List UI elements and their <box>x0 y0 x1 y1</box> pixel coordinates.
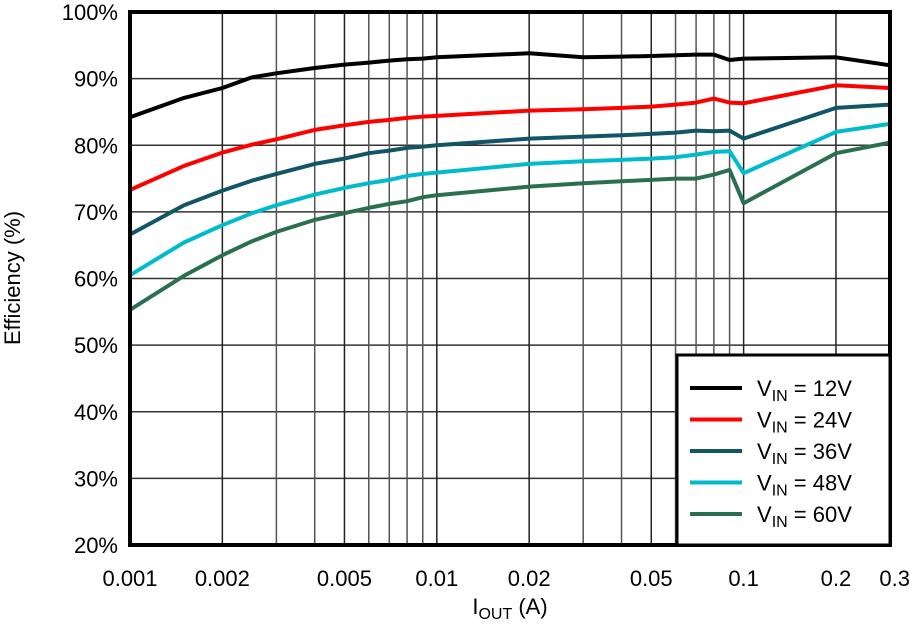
y-tick-label: 60% <box>74 267 118 292</box>
y-tick-labels: 20% 30% 40% 50% 60% 70% 80% 90% 100% <box>62 0 118 558</box>
x-tick-label: 0.3 <box>879 566 910 591</box>
series-lines <box>128 51 891 312</box>
x-tick-label: 0.001 <box>102 566 157 591</box>
legend-label: VIN = 48V <box>757 471 852 500</box>
x-tick-label: 0.002 <box>195 566 250 591</box>
x-tick-label: 0.1 <box>728 566 759 591</box>
series-line-3 <box>129 102 891 237</box>
series-line-4 <box>128 121 891 277</box>
x-tick-label: 0.005 <box>317 566 372 591</box>
legend-label: VIN = 12V <box>757 376 852 405</box>
plot-frame <box>128 10 892 547</box>
y-tick-label: 70% <box>74 200 118 225</box>
y-tick-label: 20% <box>74 533 118 558</box>
legend-label: VIN = 24V <box>757 408 852 437</box>
series-line-1 <box>129 51 891 120</box>
series-line-2 <box>129 83 891 192</box>
x-tick-label: 0.01 <box>415 566 458 591</box>
y-tick-label: 40% <box>74 400 118 425</box>
y-tick-label: 90% <box>74 67 118 92</box>
y-axis-label: Efficiency (%) <box>0 211 25 345</box>
y-tick-label: 50% <box>74 333 118 358</box>
x-tick-label: 0.05 <box>630 566 673 591</box>
x-axis-label: IOUT (A) <box>472 594 547 623</box>
legend-label: VIN = 36V <box>757 439 852 468</box>
series-line-5 <box>128 140 891 312</box>
x-tick-label: 0.02 <box>508 566 551 591</box>
y-tick-label: 80% <box>74 133 118 158</box>
y-tick-label: 30% <box>74 466 118 491</box>
x-tick-label: 0.2 <box>821 566 852 591</box>
y-tick-label: 100% <box>62 0 118 25</box>
x-tick-labels: 0.001 0.002 0.005 0.01 0.02 0.05 0.1 0.2 0.3 <box>102 566 910 591</box>
legend-label: VIN = 60V <box>757 502 852 531</box>
